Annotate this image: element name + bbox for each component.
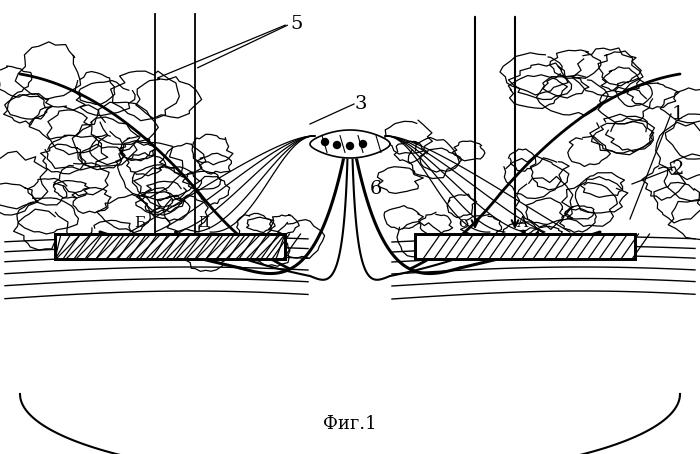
Text: Фиг.1: Фиг.1 [323, 415, 377, 433]
Circle shape [360, 140, 367, 148]
Text: Д: Д [197, 216, 209, 230]
Text: 1: 1 [672, 105, 685, 123]
Polygon shape [310, 130, 390, 158]
Bar [55, 234, 285, 259]
Text: 3: 3 [355, 95, 368, 113]
Circle shape [321, 138, 328, 145]
Text: 2: 2 [672, 160, 685, 178]
Text: 5: 5 [290, 15, 302, 33]
Circle shape [346, 143, 354, 149]
Bar [55, 234, 285, 259]
Text: А: А [517, 216, 528, 230]
Circle shape [333, 142, 340, 148]
Text: 6: 6 [370, 180, 382, 198]
Bar [415, 234, 635, 259]
Bar [415, 234, 635, 259]
Text: c: c [458, 216, 467, 230]
Text: Б: Б [134, 216, 145, 230]
